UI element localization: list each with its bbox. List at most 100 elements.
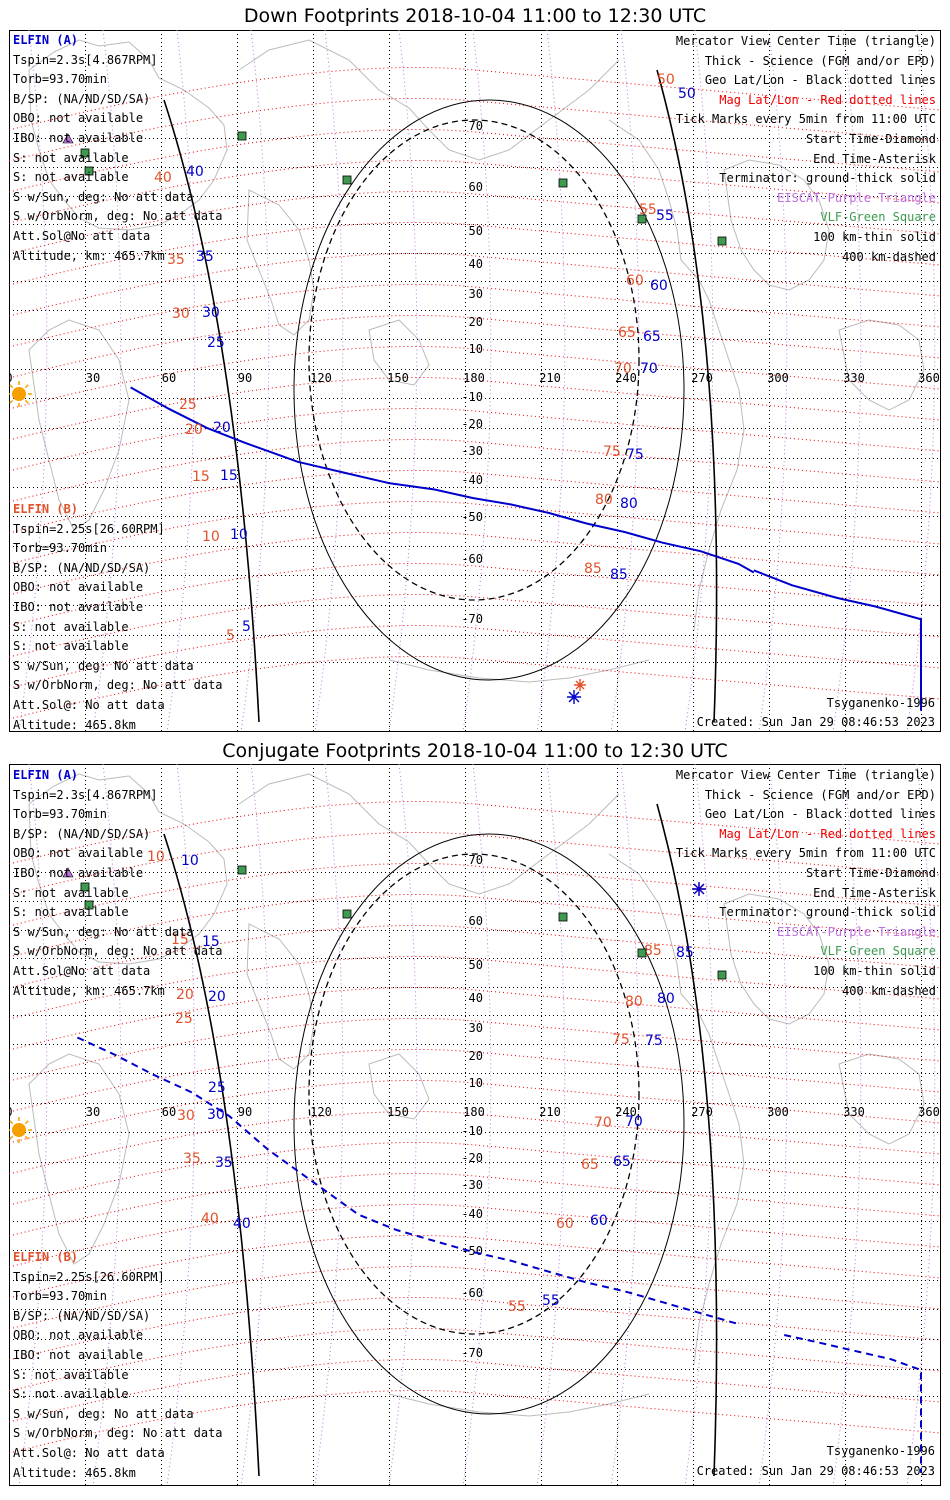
elfin-a-torb: Torb=93.70min [13,72,107,87]
sun-icon [12,387,26,401]
legend-line-eiscat: EISCAT-Purple Triangle [777,924,936,939]
sun-icon [12,1123,26,1137]
mag-lon-line [906,764,936,1486]
map-frame [9,30,941,732]
created-label: Created: Sun Jan 29 08:46:53 2023 [696,715,935,729]
legend-line: 100 km-thin solid [813,229,936,244]
lat-tick-label: -10 [461,1124,483,1138]
coastline [723,159,830,291]
tick-label-elfin-b: 60 [556,1216,574,1232]
lon-tick-label: 180 [463,371,485,385]
tick-label-elfin-b: 55 [639,202,657,218]
elfin-b-ibo: IBO: not available [13,599,144,614]
tick-label-elfin-a: 15 [202,934,220,950]
tick-label-elfin-b: 15 [171,932,189,948]
sun-ray [24,1120,29,1125]
tick-label-elfin-a: 65 [643,329,661,345]
elfin-a-s1: S: not available [13,150,129,165]
legend-line: Tick Marks every 5min from 11:00 UTC [675,112,936,127]
vlf-square-icon [558,912,568,922]
elfin-a-alt: Altitude, km: 465.7km [13,983,165,998]
elfin-b-sworb: S w/OrbNorm, deg: No att data [13,678,223,693]
tick-label-elfin-a: 35 [215,1155,233,1171]
lat-tick-label: 70 [469,119,483,133]
lon-tick-label: 60 [162,1105,176,1119]
lon-tick-label: 0 [9,371,13,385]
lat-tick-label: 30 [469,287,483,301]
tick-label-elfin-a: 10 [230,527,248,543]
map-panel-conjugate: 0306090120150180210240270300330360706050… [9,764,941,1486]
elfin-a-s1: S: not available [13,885,129,900]
tick-label-elfin-b: 85 [584,561,602,577]
tick-label-elfin-b: 80 [595,492,613,508]
lon-tick-label: 30 [86,1105,100,1119]
vlf-square-icon [558,178,568,188]
lat-tick-label: 60 [469,180,483,194]
elfin-b-bsp: B/SP: (NA/ND/SD/SA) [13,560,151,575]
legend-line: End Time-Asterisk [813,151,936,166]
tick-label-elfin-b: 30 [172,306,190,322]
legend-line: 400 km-dashed [842,249,936,264]
tick-label-elfin-a: 20 [213,420,231,436]
tick-label-elfin-b: 20 [176,987,194,1003]
sun-ray [9,1120,14,1125]
elfin-a-s2: S: not available [13,170,129,185]
elfin-a-swsun: S w/Sun, deg: No att data [13,924,194,939]
vlf-square-icon [80,148,90,158]
legend-line: 400 km-dashed [842,983,936,998]
mag-lon-line [684,764,714,1486]
tick-label-elfin-a: 85 [676,945,694,961]
coastline [388,1393,650,1417]
tick-label-elfin-b: 30 [177,1108,195,1124]
tick-label-elfin-a: 55 [542,1293,560,1309]
elfin-b-attsol: Att.Sol@: No att data [13,1445,165,1460]
tick-label-elfin-a: 25 [207,335,225,351]
lat-tick-label: 50 [469,224,483,238]
coastline [723,893,830,1025]
map-legend: Mercator View Center Time (triangle) Thi… [676,32,936,267]
legend-line: Terminator: ground-thick solid [719,905,936,920]
coastline [246,189,315,336]
mag-lon-line [314,764,344,1486]
coastline [238,39,620,161]
coastline [28,319,130,531]
tick-label-elfin-b: 65 [618,325,636,341]
elfin-a-s2: S: not available [13,905,129,920]
elfin-b-obo: OBO: not available [13,580,144,595]
elfin-a-label: ELFIN (A) [13,33,79,47]
elfin-a-bsp: B/SP: (NA/ND/SD/SA) [13,91,151,106]
elfin-b-bsp: B/SP: (NA/ND/SD/SA) [13,1308,151,1323]
legend-line: Mercator View Center Time (triangle) [675,34,936,48]
tick-label-elfin-a: 40 [186,164,204,180]
mag-lon-line [462,764,492,1486]
lat-tick-label: -20 [461,417,483,431]
coastline [28,39,228,231]
elfin-b-s2: S: not available [13,639,129,654]
legend-line: End Time-Asterisk [813,885,936,900]
coastline [246,923,315,1070]
lat-tick-label: -20 [461,1151,483,1165]
legend-line: Geo Lat/Lon - Black dotted lines [704,807,936,822]
legend-line-vlf: VLF-Green Square [820,210,936,225]
lon-tick-label: 240 [615,1105,637,1119]
tick-label-elfin-a: 30 [207,1107,225,1123]
tick-label-elfin-a: 75 [626,447,644,463]
coastline [28,773,228,965]
tick-label-elfin-a: 5 [242,619,251,635]
coastline [608,119,745,631]
lon-tick-label: 180 [463,1105,485,1119]
model-label: Tsyganenko-1996 [826,696,935,710]
end-asterisk-icon [692,882,706,896]
vlf-square-icon [84,900,94,910]
tick-label-elfin-a: 85 [610,567,628,583]
tick-label-elfin-b: 25 [179,397,197,413]
elfin-a-info: ELFIN (A) Tspin=2.3s[4.867RPM] Torb=93.7… [13,31,223,266]
elfin-b-tspin: Tspin=2.25s[26.60RPM] [13,1269,165,1284]
map-canvas: 0306090120150180210240270300330360706050… [9,764,941,1486]
lon-tick-label: 360 [918,371,940,385]
vlf-square-icon [342,909,352,919]
elfin-b-swsun: S w/Sun, deg: No att data [13,1406,194,1421]
tick-label-elfin-b: 25 [175,1011,193,1027]
elfin-b-info: ELFIN (B) Tspin=2.25s[26.60RPM] Torb=93.… [13,500,223,735]
lat-tick-label: -60 [461,552,483,566]
